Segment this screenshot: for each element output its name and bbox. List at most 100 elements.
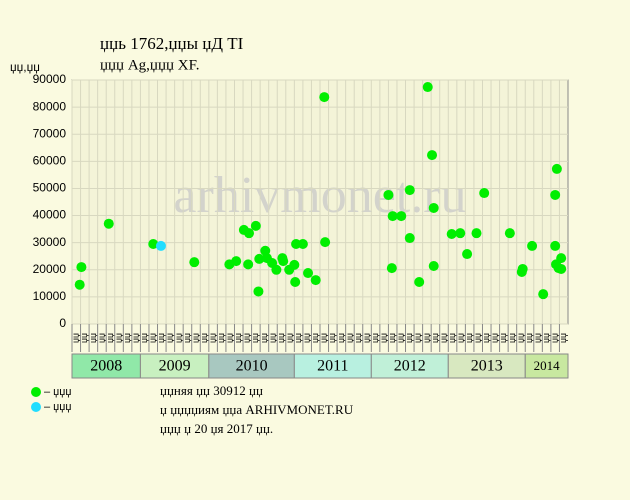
data-point (550, 189, 561, 200)
data-point (527, 240, 538, 251)
data-point (428, 260, 439, 271)
y-tick-label: 10000 (33, 289, 67, 303)
x-tick-label: џџ (336, 333, 346, 343)
legend-marker (31, 402, 41, 412)
data-point (103, 218, 114, 229)
data-point (404, 233, 415, 244)
data-point (271, 264, 282, 275)
data-point (386, 263, 397, 274)
x-tick-label: џџ (396, 333, 406, 343)
y-tick-label: 0 (59, 316, 66, 330)
y-tick-label: 30000 (33, 235, 67, 249)
x-tick-label: џџ (413, 333, 423, 343)
x-tick-label: џџ (310, 333, 320, 343)
x-tick-label: џџ (558, 333, 568, 343)
x-tick-label: џџ (139, 333, 149, 343)
x-tick-label: џџ (498, 333, 508, 343)
data-point (320, 237, 331, 248)
x-tick-label: џџ (430, 333, 440, 343)
x-tick-label: џџ (122, 333, 132, 343)
x-tick-label: џџ (267, 333, 277, 343)
x-tick-label: џџ (233, 333, 243, 343)
data-point (471, 228, 482, 239)
data-point (297, 239, 308, 250)
x-tick-label: џџ (88, 333, 98, 343)
x-tick-label: џџ (190, 333, 200, 343)
x-tick-label: џџ (361, 333, 371, 343)
year-label: 2014 (534, 358, 561, 373)
x-tick-label: џџ (259, 333, 269, 343)
x-tick-label: џџ (207, 333, 217, 343)
data-point (479, 188, 490, 199)
x-tick-label: џџ (225, 333, 235, 343)
x-tick-label: џџ (550, 333, 560, 343)
x-tick-label: џџ (131, 333, 141, 343)
x-tick-label: џџ (96, 333, 106, 343)
x-tick-label: џџ (353, 333, 363, 343)
x-tick-label: џџ (532, 333, 542, 343)
data-point (291, 239, 302, 250)
data-point (428, 202, 439, 213)
x-tick-label: џџ (276, 333, 286, 343)
year-cell (71, 353, 141, 379)
x-tick-label: џџ (515, 333, 525, 343)
year-label: 2009 (159, 358, 191, 375)
data-point (303, 268, 314, 279)
data-point (517, 263, 528, 274)
x-tick-label: џџ (173, 333, 183, 343)
x-tick-label: џџ (404, 333, 414, 343)
x-tick-label: џџ (524, 333, 534, 343)
data-point (504, 228, 515, 239)
data-point (319, 92, 330, 103)
data-point (387, 211, 398, 222)
footer-text: џџняя џџ 30912 џџ (160, 383, 263, 398)
data-point (396, 211, 407, 222)
y-tick-label: 90000 (33, 72, 67, 86)
data-point (551, 163, 562, 174)
chart-subtitle: џџџ Ag,џџџ XF. (100, 57, 199, 73)
x-tick-label: џџ (473, 333, 483, 343)
data-point (243, 259, 254, 270)
x-tick-label: џџ (242, 333, 252, 343)
y-tick-label: 60000 (33, 154, 67, 168)
x-tick-label: џџ (455, 333, 465, 343)
data-point (422, 82, 433, 93)
x-tick-label: џџ (105, 333, 115, 343)
footer-text: џџџ џ 20 џя 2017 џџ. (160, 421, 273, 436)
year-cell (524, 353, 569, 379)
x-tick-label: џџ (421, 333, 431, 343)
x-tick-label: џџ (379, 333, 389, 343)
data-point (556, 253, 567, 264)
data-point (189, 257, 200, 268)
x-tick-label: џџ (447, 333, 457, 343)
data-point (289, 259, 300, 270)
data-point (148, 239, 159, 250)
y-tick-label: 80000 (33, 99, 67, 113)
x-tick-label: џџ (250, 333, 260, 343)
x-tick-label: џџ (507, 333, 517, 343)
year-label: 2008 (90, 358, 122, 375)
legend-label: – џџџ (44, 386, 71, 398)
x-tick-label: џџ (165, 333, 175, 343)
data-point (254, 253, 265, 264)
data-point (290, 276, 301, 287)
data-point (404, 185, 415, 196)
data-point (76, 262, 87, 273)
x-tick-label: џџ (113, 333, 123, 343)
year-label: 2010 (236, 358, 268, 375)
x-tick-label: џџ (464, 333, 474, 343)
y-tick-label: 50000 (33, 181, 67, 195)
y-tick-label: 20000 (33, 262, 67, 276)
y-axis-label: џџ,џџ (10, 60, 40, 74)
x-tick-label: џџ (79, 333, 89, 343)
x-tick-label: џџ (156, 333, 166, 343)
data-point (278, 256, 289, 267)
year-cell (293, 353, 372, 379)
data-point (414, 276, 425, 287)
year-label: 2012 (394, 358, 426, 375)
chart-title: џџь 1762,џџы џД TI (100, 34, 244, 53)
x-tick-label: џџ (481, 333, 491, 343)
data-point (310, 275, 321, 286)
x-tick-label: џџ (302, 333, 312, 343)
